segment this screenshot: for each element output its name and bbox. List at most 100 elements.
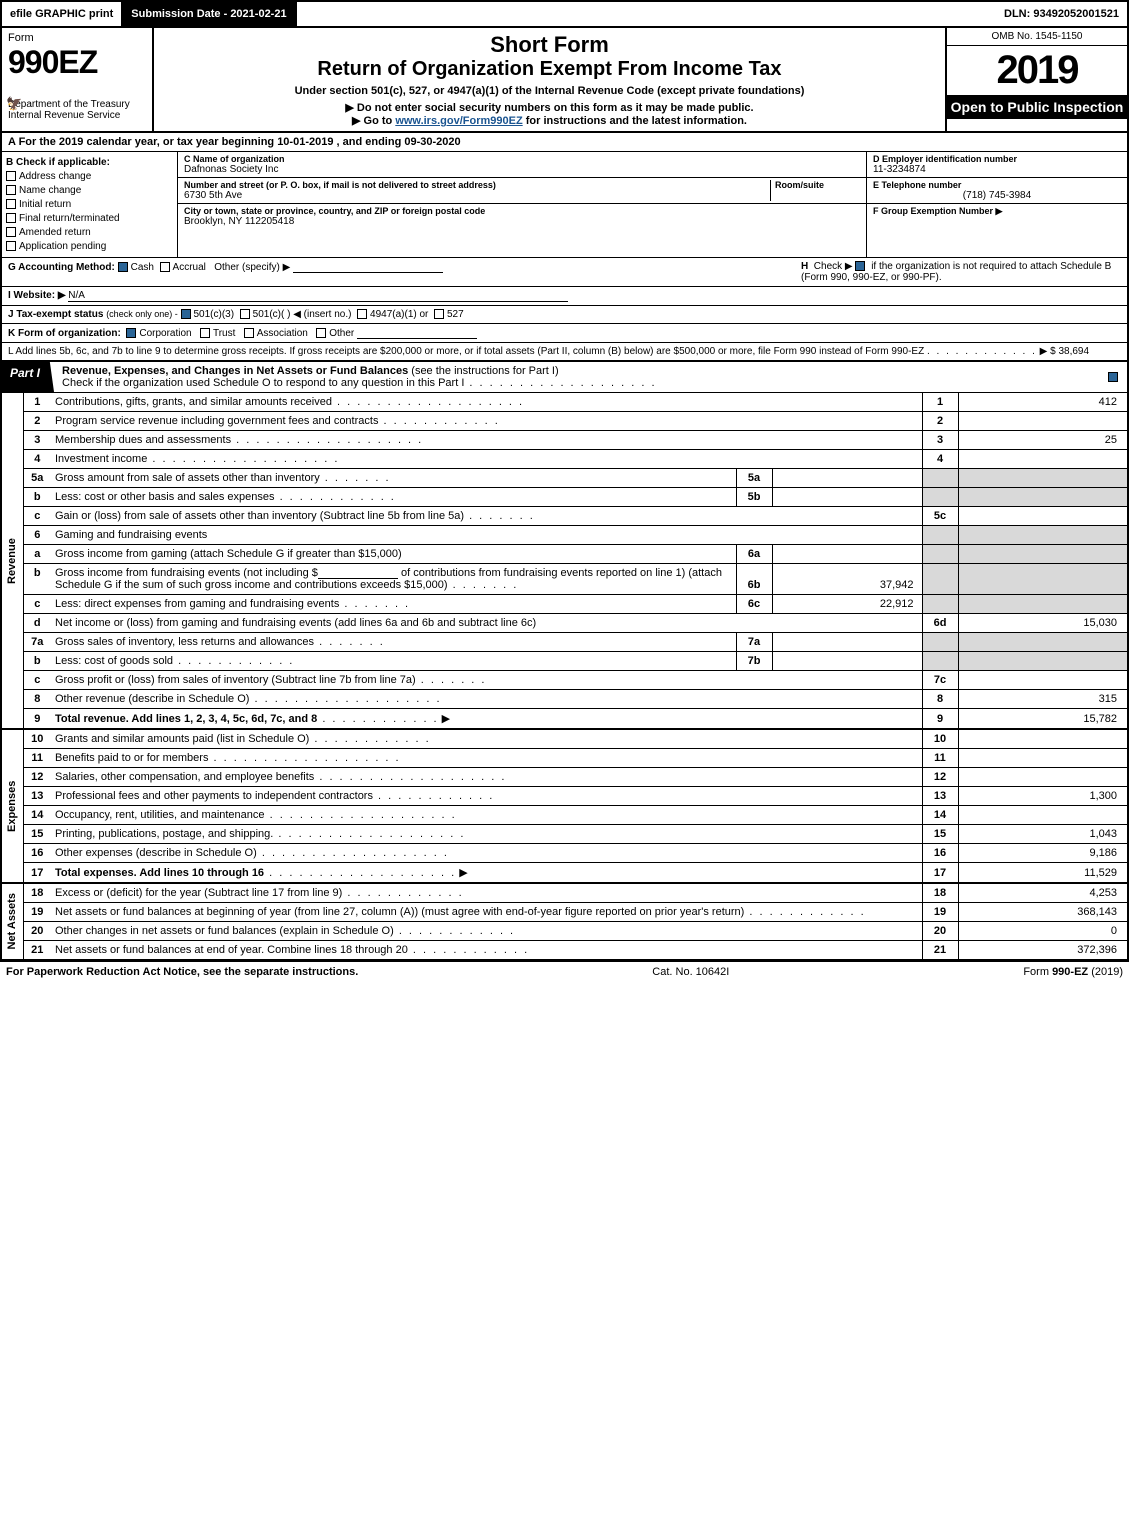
- checkbox-empty-icon[interactable]: [160, 262, 170, 272]
- line-g: G Accounting Method: Cash Accrual Other …: [8, 261, 443, 283]
- footer-catno: Cat. No. 10642I: [652, 966, 729, 978]
- website-value: N/A: [68, 290, 85, 301]
- treasury-seal-icon: 🦅: [6, 96, 22, 112]
- goto-post: for instructions and the latest informat…: [523, 115, 747, 127]
- checkbox-checked-icon[interactable]: [118, 262, 128, 272]
- ck-application-pending[interactable]: Application pending: [6, 241, 173, 252]
- value-line-19: 368,143: [958, 903, 1128, 922]
- city-value: Brooklyn, NY 112205418: [184, 216, 860, 227]
- address-value: 6730 5th Ave: [184, 190, 770, 201]
- checkbox-checked-icon[interactable]: [855, 261, 865, 271]
- line-g-label: G Accounting Method:: [8, 262, 115, 273]
- checkbox-empty-icon: [6, 199, 16, 209]
- table-row: b Less: cost of goods sold 7b: [1, 652, 1128, 671]
- table-row: d Net income or (loss) from gaming and f…: [1, 614, 1128, 633]
- value-line-3: 25: [958, 431, 1128, 450]
- value-line-7a: [772, 633, 922, 652]
- lines-table: Revenue 1 Contributions, gifts, grants, …: [0, 393, 1129, 960]
- table-row: 13 Professional fees and other payments …: [1, 787, 1128, 806]
- group-exempt-cell: F Group Exemption Number ▶: [867, 204, 1127, 219]
- value-line-7b: [772, 652, 922, 671]
- ck-final-return[interactable]: Final return/terminated: [6, 213, 173, 224]
- section-netassets-label: Net Assets: [1, 883, 23, 960]
- org-name-value: Dafnonas Society Inc: [184, 164, 860, 175]
- table-row: Expenses 10 Grants and similar amounts p…: [1, 729, 1128, 749]
- table-row: 14 Occupancy, rent, utilities, and maint…: [1, 806, 1128, 825]
- footer-right: Form 990-EZ (2019): [1023, 966, 1123, 978]
- table-row: 8 Other revenue (describe in Schedule O)…: [1, 690, 1128, 709]
- line-g-h: G Accounting Method: Cash Accrual Other …: [0, 258, 1129, 287]
- value-line-7c: [958, 671, 1128, 690]
- checkbox-empty-icon: [6, 185, 16, 195]
- box-c: C Name of organization Dafnonas Society …: [177, 152, 867, 257]
- table-row: 4 Investment income 4: [1, 450, 1128, 469]
- gross-receipts-value: 38,694: [1058, 346, 1089, 357]
- value-line-6d: 15,030: [958, 614, 1128, 633]
- info-grid: B Check if applicable: Address change Na…: [0, 152, 1129, 258]
- table-row: 20 Other changes in net assets or fund b…: [1, 922, 1128, 941]
- table-row: 7a Gross sales of inventory, less return…: [1, 633, 1128, 652]
- ck-amended-return[interactable]: Amended return: [6, 227, 173, 238]
- line-a-period: A For the 2019 calendar year, or tax yea…: [0, 133, 1129, 152]
- topbar: efile GRAPHIC print Submission Date - 20…: [0, 0, 1129, 28]
- checkbox-checked-icon[interactable]: [126, 328, 136, 338]
- ein-cell: D Employer identification number 11-3234…: [867, 152, 1127, 178]
- line-h: H Check ▶ if the organization is not req…: [801, 261, 1121, 283]
- checkbox-empty-icon[interactable]: [200, 328, 210, 338]
- efile-print-segment[interactable]: efile GRAPHIC print: [2, 2, 123, 26]
- value-line-2: [958, 412, 1128, 431]
- goto-pre: ▶ Go to: [352, 115, 395, 127]
- part-i-header: Part I Revenue, Expenses, and Changes in…: [0, 362, 1129, 393]
- part-i-title: Revenue, Expenses, and Changes in Net As…: [54, 362, 1107, 392]
- phone-value: (718) 745-3984: [873, 190, 1121, 201]
- ck-address-change[interactable]: Address change: [6, 171, 173, 182]
- room-label: Room/suite: [775, 180, 860, 190]
- table-row: b Less: cost or other basis and sales ex…: [1, 488, 1128, 507]
- checkbox-checked-icon[interactable]: [181, 309, 191, 319]
- ssn-warning: ▶ Do not enter social security numbers o…: [160, 101, 939, 114]
- value-line-4: [958, 450, 1128, 469]
- ck-name-change[interactable]: Name change: [6, 185, 173, 196]
- table-row: 19 Net assets or fund balances at beginn…: [1, 903, 1128, 922]
- table-row: Revenue 1 Contributions, gifts, grants, …: [1, 393, 1128, 412]
- form-header: Form 990EZ 🦅 Department of the Treasury …: [0, 28, 1129, 133]
- footer-left: For Paperwork Reduction Act Notice, see …: [6, 966, 358, 978]
- value-line-21: 372,396: [958, 941, 1128, 960]
- table-row: 2 Program service revenue including gove…: [1, 412, 1128, 431]
- checkbox-empty-icon[interactable]: [244, 328, 254, 338]
- other-specify-input[interactable]: [293, 261, 443, 273]
- open-public-badge: Open to Public Inspection: [947, 95, 1127, 119]
- line-k: K Form of organization: Corporation Trus…: [0, 324, 1129, 343]
- table-row: a Gross income from gaming (attach Sched…: [1, 545, 1128, 564]
- form-title-block: Short Form Return of Organization Exempt…: [152, 28, 947, 131]
- table-row: 3 Membership dues and assessments 3 25: [1, 431, 1128, 450]
- phone-label: E Telephone number: [873, 180, 1121, 190]
- table-row: c Less: direct expenses from gaming and …: [1, 595, 1128, 614]
- value-line-6b: 37,942: [772, 564, 922, 595]
- part-i-schedule-o-check[interactable]: [1107, 371, 1127, 383]
- ck-initial-return[interactable]: Initial return: [6, 199, 173, 210]
- table-row: c Gain or (loss) from sale of assets oth…: [1, 507, 1128, 526]
- phone-cell: E Telephone number (718) 745-3984: [867, 178, 1127, 204]
- efile-label: efile GRAPHIC print: [10, 8, 113, 20]
- table-row: 6 Gaming and fundraising events: [1, 526, 1128, 545]
- value-line-5a: [772, 469, 922, 488]
- checkbox-empty-icon[interactable]: [316, 328, 326, 338]
- checkbox-empty-icon[interactable]: [357, 309, 367, 319]
- table-row: 16 Other expenses (describe in Schedule …: [1, 844, 1128, 863]
- checkbox-checked-icon: [1108, 372, 1118, 382]
- line-k-label: K Form of organization:: [8, 328, 121, 339]
- checkbox-empty-icon[interactable]: [434, 309, 444, 319]
- return-title: Return of Organization Exempt From Incom…: [160, 58, 939, 81]
- line-a-text: A For the 2019 calendar year, or tax yea…: [8, 136, 461, 148]
- line-j: J Tax-exempt status (check only one) - 5…: [0, 306, 1129, 324]
- checkbox-empty-icon[interactable]: [240, 309, 250, 319]
- ein-value: 11-3234874: [873, 164, 1121, 175]
- value-line-1: 412: [958, 393, 1128, 412]
- box-def: D Employer identification number 11-3234…: [867, 152, 1127, 257]
- table-row: 12 Salaries, other compensation, and emp…: [1, 768, 1128, 787]
- omb-number: OMB No. 1545-1150: [947, 28, 1127, 46]
- other-org-input[interactable]: [357, 327, 477, 339]
- page-footer: For Paperwork Reduction Act Notice, see …: [0, 960, 1129, 982]
- irs-link[interactable]: www.irs.gov/Form990EZ: [395, 115, 522, 127]
